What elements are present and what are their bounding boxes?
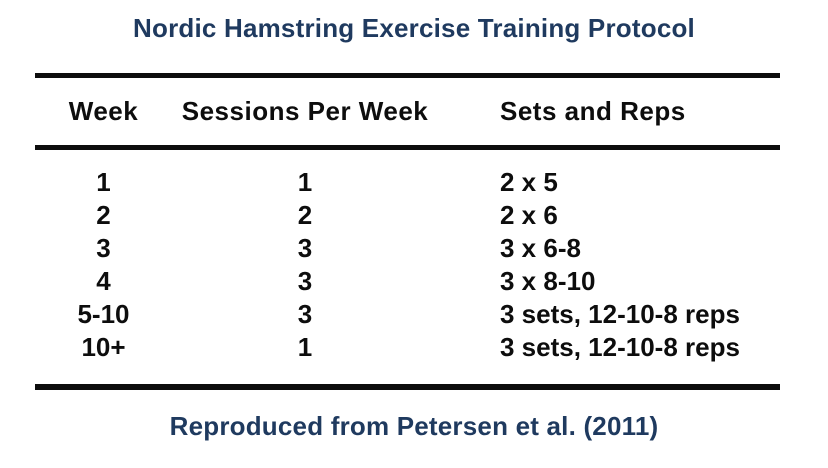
column-header-sessions-per-week: Sessions Per Week	[181, 96, 429, 126]
week-cell: 4	[96, 266, 111, 296]
sets-reps-cell: 3 x 6-8	[500, 233, 581, 263]
column-header-week: Week	[68, 96, 139, 126]
table-row: 10+ 1 3 sets, 12-10-8 reps	[35, 331, 780, 364]
page-title: Nordic Hamstring Exercise Training Proto…	[133, 13, 695, 43]
table-row: 1 1 2 x 5	[35, 166, 780, 199]
week-cell: 2	[96, 200, 111, 230]
sets-reps-cell: 2 x 5	[500, 167, 558, 197]
source-caption: Reproduced from Petersen et al. (2011)	[169, 411, 659, 441]
divider-below-header	[35, 145, 780, 150]
divider-top	[35, 73, 780, 78]
table-row: 3 3 3 x 6-8	[35, 232, 780, 265]
sessions-cell: 2	[297, 200, 313, 230]
sets-reps-cell: 2 x 6	[500, 200, 558, 230]
sessions-cell: 1	[297, 332, 313, 362]
sets-reps-cell: 3 sets, 12-10-8 reps	[500, 332, 740, 362]
week-cell: 3	[96, 233, 111, 263]
week-cell: 1	[96, 167, 111, 197]
table-row: 4 3 3 x 8-10	[35, 265, 780, 298]
table-header-row: Week Sessions Per Week Sets and Reps	[35, 78, 780, 145]
table-row: 5-10 3 3 sets, 12-10-8 reps	[35, 298, 780, 331]
week-cell: 10+	[81, 332, 126, 362]
column-header-sets-and-reps: Sets and Reps	[500, 96, 686, 126]
sessions-cell: 3	[297, 233, 313, 263]
sets-reps-cell: 3 sets, 12-10-8 reps	[500, 299, 740, 329]
sessions-cell: 3	[297, 266, 313, 296]
table-body: 1 1 2 x 5 2 2 2 x 6 3 3 3 x 6-8 4 3 3 x …	[0, 150, 828, 364]
table-row: 2 2 2 x 6	[35, 199, 780, 232]
sessions-cell: 3	[297, 299, 313, 329]
sessions-cell: 1	[297, 167, 313, 197]
week-cell: 5-10	[77, 299, 130, 329]
sets-reps-cell: 3 x 8-10	[500, 266, 596, 296]
divider-bottom	[35, 384, 780, 390]
